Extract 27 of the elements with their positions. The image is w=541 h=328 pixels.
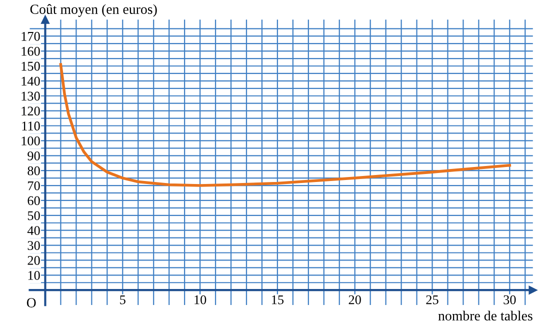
y-tick-label: 20 xyxy=(28,256,40,265)
y-tick-label: 110 xyxy=(22,122,40,130)
y-tick-label: 30 xyxy=(28,241,40,250)
x-axis-title: nombre de tables xyxy=(438,310,532,321)
line-series xyxy=(59,63,512,187)
y-tick-label: 60 xyxy=(28,196,40,206)
y-tick-label: 100 xyxy=(22,136,40,146)
x-tick-label: 5 xyxy=(120,295,126,304)
y-tick-label: 160 xyxy=(22,46,40,56)
x-tick-label: 20 xyxy=(348,295,361,304)
y-axis-title: Coût moyen (en euros) xyxy=(30,4,157,17)
x-tick-label: 10 xyxy=(194,295,206,304)
y-tick-label: 70 xyxy=(28,181,40,190)
y-tick-label: 140 xyxy=(22,76,40,86)
y-tick-label: 150 xyxy=(22,62,40,71)
y-tick-label: 90 xyxy=(28,151,40,160)
x-tick-label: 25 xyxy=(426,295,438,304)
y-tick-label: 80 xyxy=(28,166,40,176)
x-tick-label: 15 xyxy=(272,295,284,304)
y-tick-label: 50 xyxy=(28,211,40,220)
y-tick-label: 130 xyxy=(22,92,40,101)
y-tick-label: 170 xyxy=(22,32,40,41)
annotation: O xyxy=(26,298,36,308)
y-tick-label: 120 xyxy=(22,106,40,116)
x-tick-label: 30 xyxy=(504,295,516,304)
y-tick-label: 40 xyxy=(27,226,40,236)
y-tick-label: 10 xyxy=(28,270,40,280)
